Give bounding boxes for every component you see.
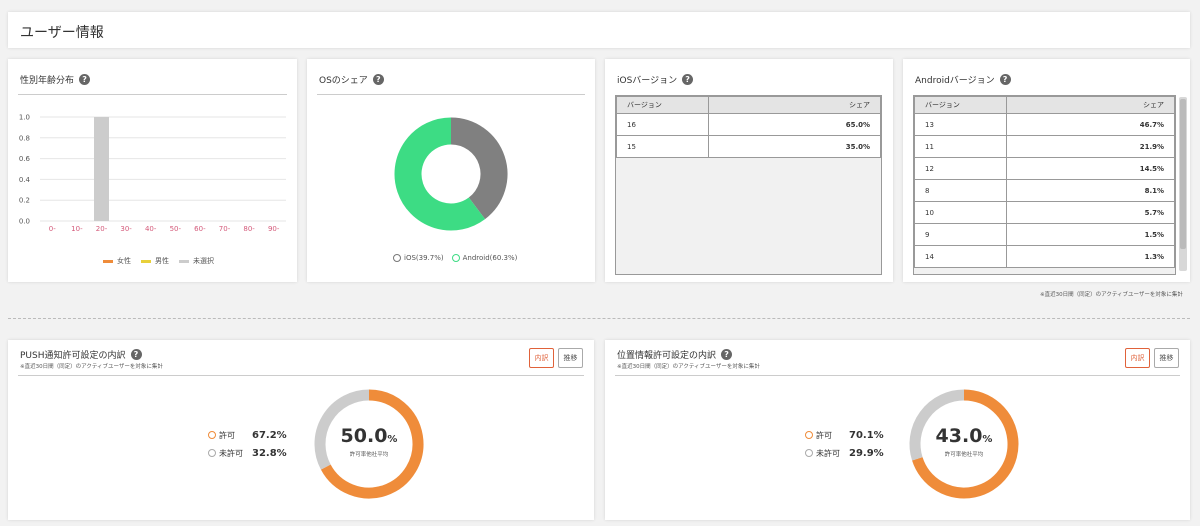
push-note: ※直近30日間（同定）のアクティブユーザーを対象に集計 (20, 364, 163, 370)
legend-item-allow: 許可 70.1% (805, 426, 884, 444)
x-tick-label: 0- (49, 225, 56, 233)
push-permission-donut (314, 389, 424, 499)
y-tick-label: 0.8 (19, 134, 30, 142)
table-row: 11 21.9% (914, 135, 1175, 158)
gender-age-card: 性別年齢分布 ? 1.0 0.8 0.6 0.4 0.2 0.0 0- 10- 20- 30- 40… (8, 59, 297, 282)
legend-item-unselected[interactable]: 未選択 (179, 256, 214, 266)
help-icon[interactable]: ? (372, 74, 384, 85)
divider (18, 94, 287, 95)
gender-age-chart: 1.0 0.8 0.6 0.4 0.2 0.0 0- 10- 20- 30- 40- 50- 60- 70… (19, 114, 286, 233)
x-tick-label: 50- (170, 225, 182, 233)
push-permission-card: PUSH通知許可設定の内訳 ? ※直近30日間（同定）のアクティブユーザーを対象… (8, 340, 594, 520)
help-icon[interactable]: ? (999, 74, 1011, 85)
page-header: ユーザー情報 (8, 12, 1190, 48)
location-permission-title: 位置情報許可設定の内訳 ? (617, 348, 733, 361)
ios-versions-card: iOSバージョン ? バージョン シェア 16 65.0% 15 35.0% (605, 59, 893, 282)
divider (317, 94, 585, 95)
legend-item-android[interactable]: Android(60.3%) (451, 254, 517, 262)
location-center-value: 43.0% 許可率他社平均 (935, 425, 993, 458)
donut-slice-deny[interactable] (909, 389, 965, 461)
help-icon[interactable]: ? (721, 349, 733, 360)
breakdown-button[interactable]: 内訳 (1125, 348, 1150, 368)
divider (615, 375, 1180, 376)
android-versions-card: Androidバージョン ? バージョン シェア 13 46.7% 11 21.9%… (903, 59, 1190, 282)
help-icon[interactable]: ? (79, 74, 91, 85)
table-row: 14 1.3% (914, 245, 1175, 268)
legend-item-male[interactable]: 男性 (141, 256, 169, 266)
table-row: 16 65.0% (616, 113, 881, 136)
help-icon[interactable]: ? (682, 74, 694, 85)
x-tick-label: 70- (219, 225, 231, 233)
x-tick-label: 60- (194, 225, 206, 233)
x-tick-label: 40- (145, 225, 157, 233)
y-tick-label: 0.0 (19, 218, 30, 226)
android-versions-table: バージョン シェア 13 46.7% 11 21.9% 12 14.5% 8 8.1% … (913, 95, 1176, 275)
donut-slice-ios[interactable] (450, 117, 508, 220)
table-row: 10 5.7% (914, 201, 1175, 224)
y-tick-label: 1.0 (19, 114, 30, 122)
gender-age-title: 性別年齢分布 ? (20, 73, 91, 86)
scrollbar-thumb[interactable] (1180, 99, 1186, 249)
donut-slice-allow[interactable] (912, 389, 1019, 499)
location-legend: 許可 70.1% 未許可 29.9% (805, 426, 884, 462)
x-tick-label: 90- (268, 225, 280, 233)
table-scrollbar[interactable] (1179, 97, 1187, 271)
transition-button[interactable]: 推移 (558, 348, 583, 368)
section-divider (8, 318, 1190, 319)
os-share-title: OSのシェア ? (319, 73, 384, 86)
legend-item-allow: 許可 67.2% (208, 426, 287, 444)
bar[interactable] (94, 117, 109, 221)
legend-item-deny: 未許可 29.9% (805, 444, 884, 462)
table-row: 9 1.5% (914, 223, 1175, 246)
column-header-version[interactable]: バージョン (914, 96, 1007, 114)
os-share-donut (394, 117, 508, 231)
donut-slice-deny[interactable] (314, 389, 370, 470)
os-share-card: OSのシェア ? iOS(39.7%) Android(60.3%) (307, 59, 595, 282)
aggregation-note: ※直近30日間（同定）のアクティブユーザーを対象に集計 (1040, 292, 1183, 298)
column-header-share[interactable]: シェア (708, 96, 881, 114)
table-row: 13 46.7% (914, 113, 1175, 136)
gender-legend: 女性 男性 未選択 (103, 256, 214, 266)
x-tick-label: 10- (71, 225, 83, 233)
divider (18, 375, 584, 376)
column-header-version[interactable]: バージョン (616, 96, 709, 114)
x-tick-label: 80- (243, 225, 255, 233)
table-row: 15 35.0% (616, 135, 881, 158)
x-tick-label: 30- (120, 225, 132, 233)
transition-button[interactable]: 推移 (1154, 348, 1179, 368)
y-tick-label: 0.2 (19, 197, 30, 205)
donut-slice-android[interactable] (394, 117, 486, 231)
help-icon[interactable]: ? (130, 349, 142, 360)
page-title: ユーザー情報 (20, 25, 104, 41)
android-versions-title: Androidバージョン ? (915, 73, 1011, 86)
table-row: 12 14.5% (914, 157, 1175, 180)
push-legend: 許可 67.2% 未許可 32.8% (208, 426, 287, 462)
legend-item-deny: 未許可 32.8% (208, 444, 287, 462)
table-row: 8 8.1% (914, 179, 1175, 202)
column-header-share[interactable]: シェア (1006, 96, 1175, 114)
ios-versions-title: iOSバージョン ? (617, 73, 694, 86)
donut-slice-allow[interactable] (320, 389, 424, 499)
push-center-value: 50.0% 許可率他社平均 (340, 425, 398, 458)
push-permission-title: PUSH通知許可設定の内訳 ? (20, 348, 142, 361)
ios-versions-table: バージョン シェア 16 65.0% 15 35.0% (615, 95, 882, 275)
location-note: ※直近30日間（同定）のアクティブユーザーを対象に集計 (617, 364, 760, 370)
legend-item-female[interactable]: 女性 (103, 256, 131, 266)
breakdown-button[interactable]: 内訳 (529, 348, 554, 368)
os-legend: iOS(39.7%) Android(60.3%) (393, 254, 517, 262)
y-tick-label: 0.6 (19, 155, 31, 163)
y-tick-label: 0.4 (19, 176, 31, 184)
location-permission-donut (909, 389, 1019, 499)
legend-item-ios[interactable]: iOS(39.7%) (393, 254, 444, 262)
location-permission-card: 位置情報許可設定の内訳 ? ※直近30日間（同定）のアクティブユーザーを対象に集… (605, 340, 1190, 520)
x-tick-label: 20- (96, 225, 108, 233)
